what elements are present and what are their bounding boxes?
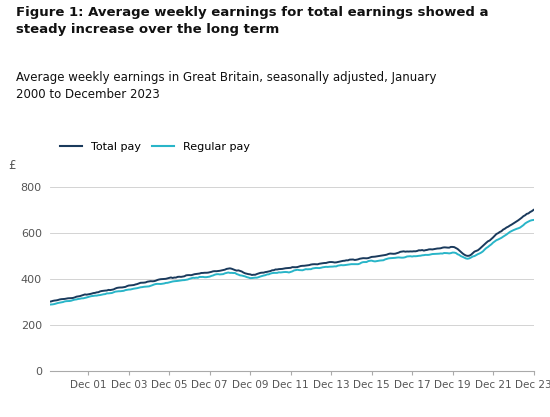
Total pay bbox=[453, 246, 459, 251]
Legend: Total pay, Regular pay: Total pay, Regular pay bbox=[55, 138, 254, 156]
Text: Figure 1: Average weekly earnings for total earnings showed a
steady increase ov: Figure 1: Average weekly earnings for to… bbox=[16, 6, 489, 36]
Total pay bbox=[461, 252, 468, 257]
Regular pay bbox=[488, 242, 494, 247]
Text: Average weekly earnings in Great Britain, seasonally adjusted, January
2000 to D: Average weekly earnings in Great Britain… bbox=[16, 71, 437, 101]
Total pay bbox=[473, 249, 480, 254]
Line: Total pay: Total pay bbox=[50, 210, 534, 301]
Regular pay bbox=[46, 302, 53, 307]
Total pay bbox=[530, 207, 537, 212]
Total pay bbox=[291, 265, 298, 270]
Regular pay bbox=[291, 268, 298, 273]
Line: Regular pay: Regular pay bbox=[50, 220, 534, 305]
Total pay bbox=[46, 299, 53, 304]
Regular pay bbox=[473, 253, 480, 258]
Regular pay bbox=[461, 255, 468, 260]
Regular pay bbox=[530, 217, 537, 222]
Text: £: £ bbox=[8, 159, 16, 173]
Total pay bbox=[89, 291, 95, 296]
Regular pay bbox=[89, 294, 95, 299]
Regular pay bbox=[453, 251, 459, 256]
Total pay bbox=[488, 236, 494, 241]
